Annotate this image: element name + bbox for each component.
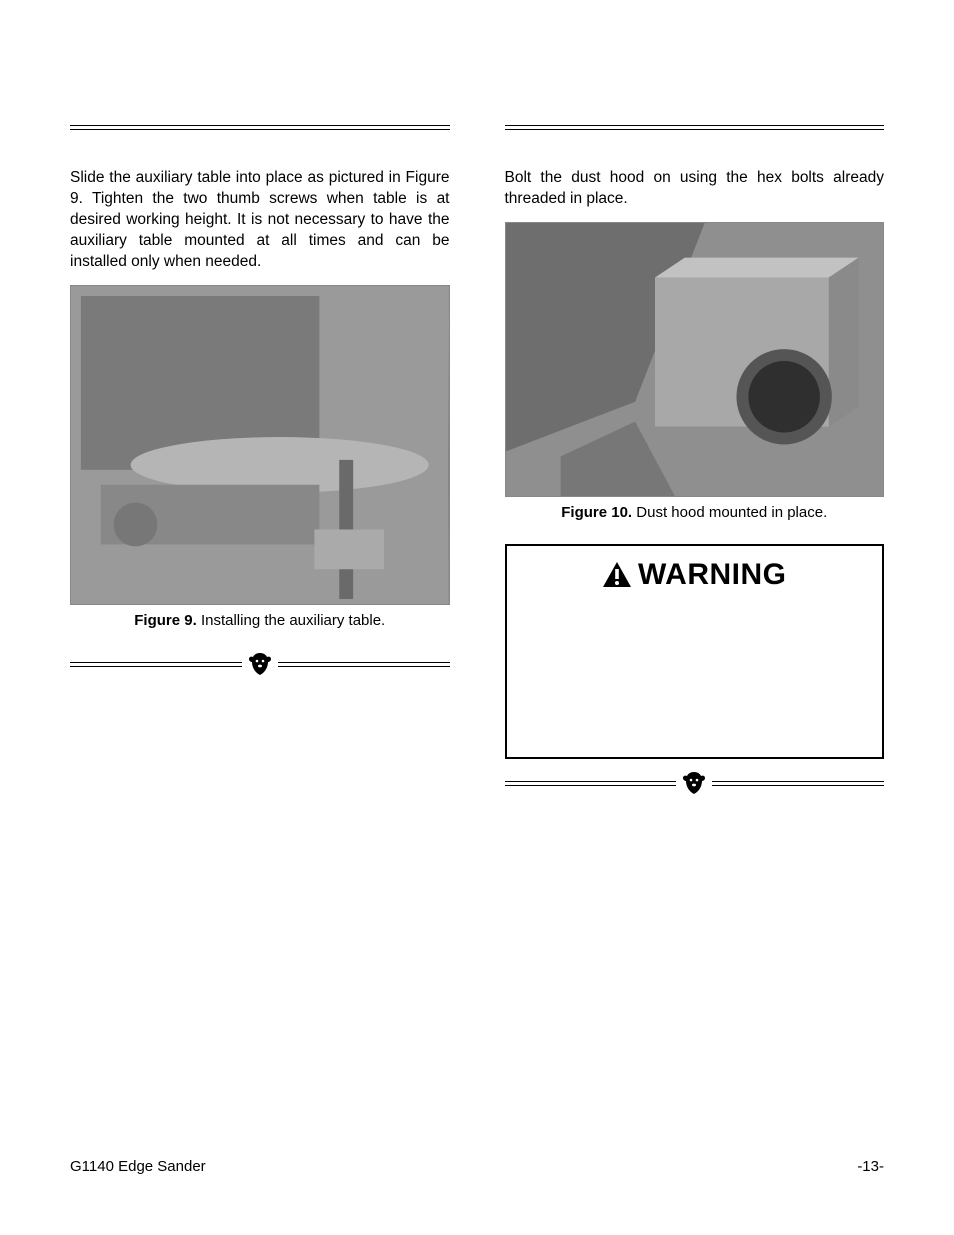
bear-divider-left [70, 650, 450, 678]
warning-body-text [525, 604, 865, 739]
figure-9-caption: Figure 9. Installing the auxiliary table… [70, 611, 450, 631]
footer-product-name: G1140 Edge Sander [70, 1158, 206, 1175]
left-column: Slide the auxiliary table into place as … [70, 125, 450, 817]
left-body-paragraph: Slide the auxiliary table into place as … [70, 168, 450, 273]
figure-9: Figure 9. Installing the auxiliary table… [70, 285, 450, 631]
warning-box: WARNING [505, 544, 885, 759]
right-column: Bolt the dust hood on using the hex bolt… [505, 125, 885, 817]
dust-hood-illustration [506, 223, 884, 496]
right-body-paragraph: Bolt the dust hood on using the hex bolt… [505, 168, 885, 210]
figure-9-caption-prefix: Figure 9. [134, 612, 197, 629]
figure-10-caption: Figure 10. Dust hood mounted in place. [505, 503, 885, 523]
bear-divider-right [505, 769, 885, 797]
warning-triangle-icon [602, 561, 632, 589]
aux-table-illustration [71, 286, 449, 604]
bear-icon [246, 650, 274, 678]
figure-9-image [70, 285, 450, 605]
page-footer: G1140 Edge Sander -13- [70, 1158, 884, 1175]
warning-label: WARNING [638, 558, 787, 592]
two-column-layout: Slide the auxiliary table into place as … [70, 125, 884, 817]
header-rule-thick-r [505, 125, 885, 126]
bear-icon [680, 769, 708, 797]
warning-header: WARNING [525, 558, 865, 592]
figure-10-caption-prefix: Figure 10. [561, 504, 632, 521]
header-rule-thick [70, 125, 450, 126]
footer-page-number: -13- [857, 1158, 884, 1175]
figure-10-image [505, 222, 885, 497]
header-rule-thin [70, 129, 450, 130]
figure-10: Figure 10. Dust hood mounted in place. [505, 222, 885, 523]
header-rule-thin-r [505, 129, 885, 130]
figure-9-caption-text: Installing the auxiliary table. [201, 612, 385, 629]
figure-10-caption-text: Dust hood mounted in place. [636, 504, 827, 521]
